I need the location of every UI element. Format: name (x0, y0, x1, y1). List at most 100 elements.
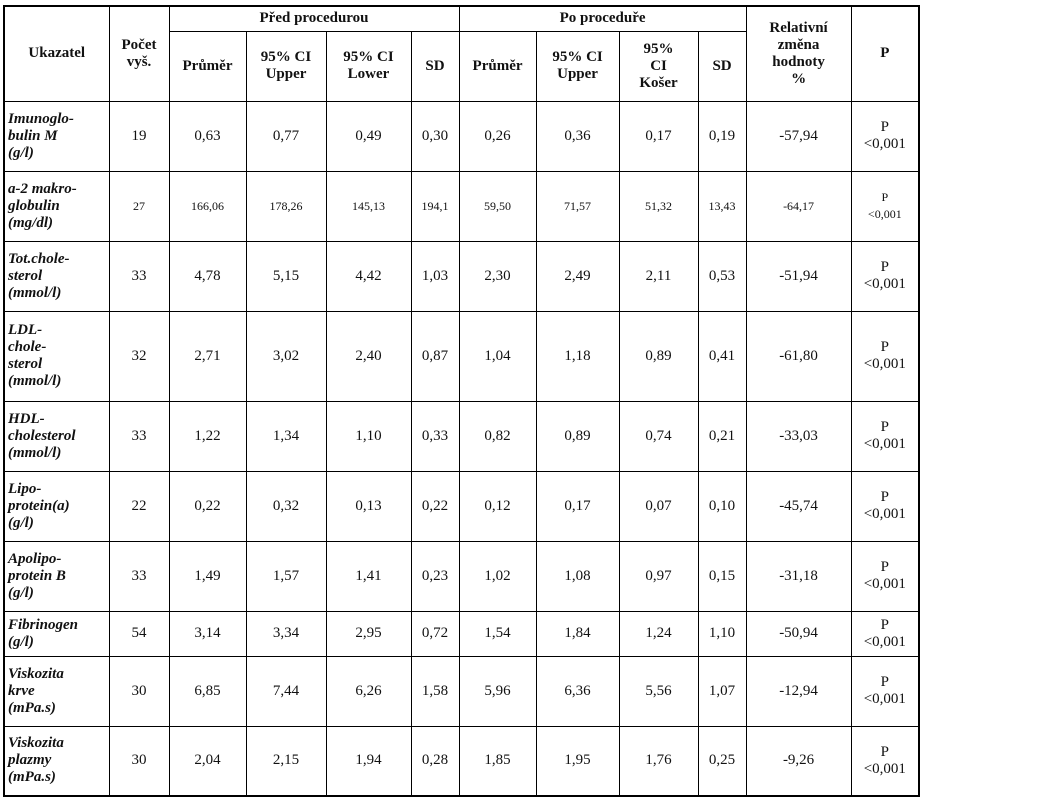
value-cell: 2,71 (168, 310, 247, 402)
value-cell: 1,57 (245, 540, 327, 612)
value-cell: 194,1 (410, 170, 460, 242)
value-cell: P <0,001 (850, 655, 920, 727)
subheader-cell: 95% CI Upper (245, 30, 327, 102)
value-cell: -9,26 (745, 725, 852, 797)
subheader-cell: Průměr (458, 30, 537, 102)
value-cell: 1,08 (535, 540, 620, 612)
header-cell: P (850, 5, 920, 102)
value-cell: -64,17 (745, 170, 852, 242)
subheader-cell: 95% CI Košer (618, 30, 699, 102)
value-cell: 7,44 (245, 655, 327, 727)
indicator-cell: LDL- chole- sterol (mmol/l) (3, 310, 110, 402)
value-cell: 0,21 (697, 400, 747, 472)
value-cell: -51,94 (745, 240, 852, 312)
value-cell: 32 (108, 310, 170, 402)
value-cell: 1,02 (458, 540, 537, 612)
value-cell: P <0,001 (850, 470, 920, 542)
value-cell: 1,84 (535, 610, 620, 657)
header-cell: Počet vyš. (108, 5, 170, 102)
value-cell: 2,11 (618, 240, 699, 312)
value-cell: -61,80 (745, 310, 852, 402)
value-cell: 22 (108, 470, 170, 542)
value-cell: 1,22 (168, 400, 247, 472)
data-row: Fibrinogen (g/l) 54 3,14 3,34 2,95 0,72 1,54 1,… (3, 610, 920, 657)
value-cell: 71,57 (535, 170, 620, 242)
subheader-row: Průměr 95% CI Upper 95% CI Lower SD Průměr 95… (4, 30, 919, 102)
value-cell: -57,94 (745, 100, 852, 172)
value-cell: 1,10 (325, 400, 412, 472)
value-cell: 2,15 (245, 725, 327, 797)
indicator-cell: Lipo- protein(a) (g/l) (3, 470, 110, 542)
value-cell: 3,34 (245, 610, 327, 657)
data-row: HDL- cholesterol (mmol/l) 33 1,22 1,34 1,10 0… (3, 400, 920, 472)
value-cell: P <0,001 (850, 240, 920, 312)
value-cell: 51,32 (618, 170, 699, 242)
data-row: Apolipo- protein B (g/l) 33 1,49 1,57 1,41 0,… (3, 540, 920, 612)
value-cell: 1,58 (410, 655, 460, 727)
value-cell: 1,49 (168, 540, 247, 612)
value-cell: 1,54 (458, 610, 537, 657)
subheader-cell: SD (697, 30, 747, 102)
value-cell: 2,30 (458, 240, 537, 312)
value-cell: 1,85 (458, 725, 537, 797)
header-cell: Relativní změna hodnoty % (745, 5, 852, 102)
value-cell: 0,74 (618, 400, 699, 472)
value-cell: P <0,001 (850, 310, 920, 402)
value-cell: 0,15 (697, 540, 747, 612)
value-cell: -12,94 (745, 655, 852, 727)
value-cell: 1,76 (618, 725, 699, 797)
value-cell: 0,25 (697, 725, 747, 797)
value-cell: 5,15 (245, 240, 327, 312)
indicator-cell: Viskozita plazmy (mPa.s) (3, 725, 110, 797)
results-table: Ukazatel Počet vyš. Před procedurou Po p… (3, 5, 921, 797)
value-cell: 0,07 (618, 470, 699, 542)
value-cell: 0,36 (535, 100, 620, 172)
value-cell: P <0,001 (850, 540, 920, 612)
data-row: Tot.chole- sterol (mmol/l) 33 4,78 5,15 4,42… (3, 240, 920, 312)
value-cell: 0,22 (410, 470, 460, 542)
value-cell: 5,56 (618, 655, 699, 727)
indicator-cell: Apolipo- protein B (g/l) (3, 540, 110, 612)
value-cell: 0,28 (410, 725, 460, 797)
value-cell: 0,12 (458, 470, 537, 542)
value-cell: 1,34 (245, 400, 327, 472)
value-cell: P <0,001 (850, 725, 920, 797)
value-cell: 0,13 (325, 470, 412, 542)
value-cell: 0,22 (168, 470, 247, 542)
value-cell: 2,40 (325, 310, 412, 402)
value-cell: 1,94 (325, 725, 412, 797)
value-cell: 1,24 (618, 610, 699, 657)
value-cell: 4,42 (325, 240, 412, 312)
value-cell: 0,89 (618, 310, 699, 402)
value-cell: 19 (108, 100, 170, 172)
data-row: Viskozita plazmy (mPa.s) 30 2,04 2,15 1,94 0,… (3, 725, 920, 797)
value-cell: 54 (108, 610, 170, 657)
value-cell: 0,82 (458, 400, 537, 472)
value-cell: 1,95 (535, 725, 620, 797)
value-cell: 2,04 (168, 725, 247, 797)
value-cell: 1,10 (697, 610, 747, 657)
indicator-cell: Viskozita krve (mPa.s) (3, 655, 110, 727)
indicator-cell: HDL- cholesterol (mmol/l) (3, 400, 110, 472)
value-cell: 0,32 (245, 470, 327, 542)
value-cell: 3,14 (168, 610, 247, 657)
value-cell: 5,96 (458, 655, 537, 727)
value-cell: 0,30 (410, 100, 460, 172)
value-cell: 13,43 (697, 170, 747, 242)
value-cell: 33 (108, 240, 170, 312)
header-group: Před procedurou (168, 5, 460, 32)
value-cell: 1,07 (697, 655, 747, 727)
value-cell: 0,63 (168, 100, 247, 172)
value-cell: 0,19 (697, 100, 747, 172)
value-cell: 0,53 (697, 240, 747, 312)
indicator-cell: Imunoglo- bulin M (g/l) (3, 100, 110, 172)
value-cell: 6,36 (535, 655, 620, 727)
value-cell: 6,85 (168, 655, 247, 727)
value-cell: P <0,001 (850, 170, 920, 242)
indicator-cell: Tot.chole- sterol (mmol/l) (3, 240, 110, 312)
value-cell: P <0,001 (850, 610, 920, 657)
value-cell: 1,41 (325, 540, 412, 612)
value-cell: 59,50 (458, 170, 537, 242)
value-cell: 0,41 (697, 310, 747, 402)
value-cell: 3,02 (245, 310, 327, 402)
